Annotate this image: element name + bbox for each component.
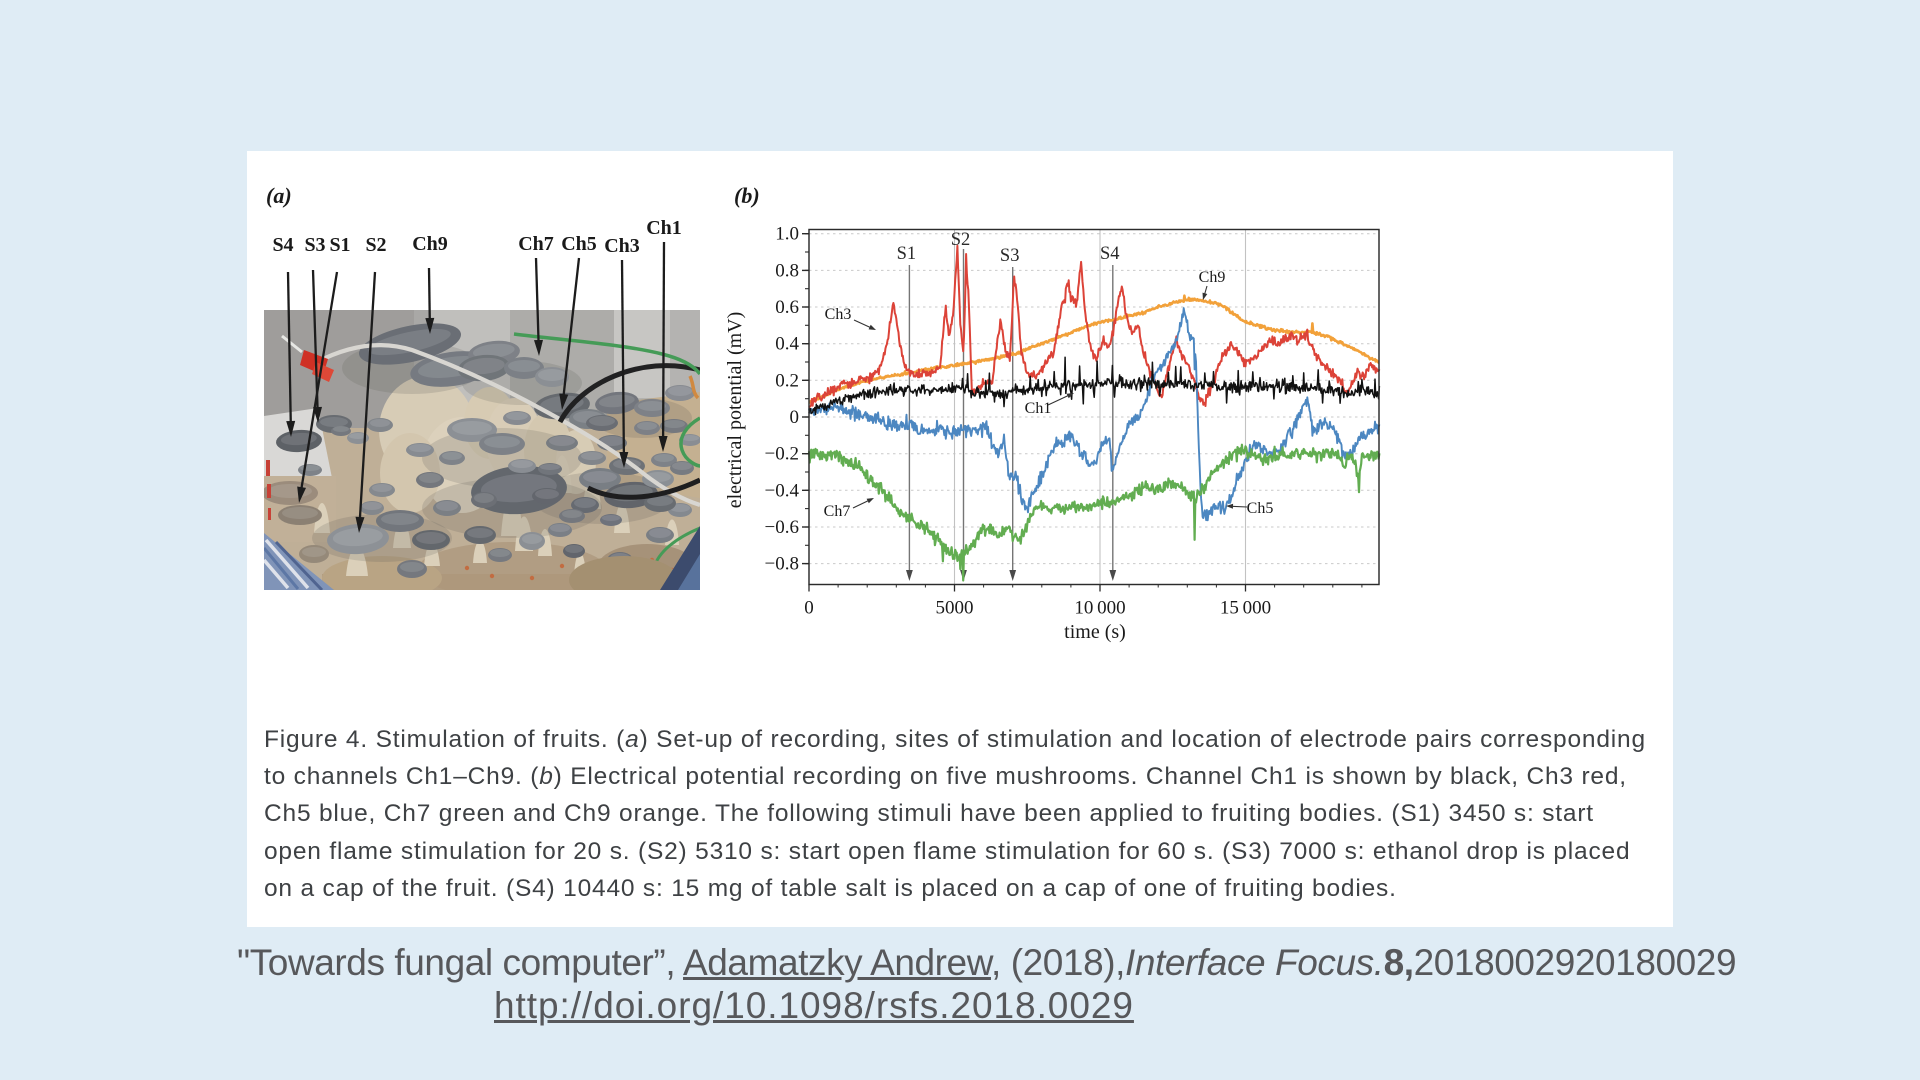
svg-text:Ch3: Ch3 [604, 235, 640, 257]
svg-text:S2: S2 [951, 230, 971, 250]
svg-text:0.2: 0.2 [775, 370, 799, 391]
svg-text:Ch1: Ch1 [1025, 400, 1052, 417]
svg-text:Ch9: Ch9 [412, 233, 448, 255]
svg-text:Ch1: Ch1 [646, 217, 682, 239]
svg-text:S4: S4 [272, 234, 293, 256]
svg-text:1.0: 1.0 [775, 224, 799, 245]
svg-text:10 000: 10 000 [1074, 598, 1125, 619]
svg-text:Ch9: Ch9 [1199, 269, 1226, 286]
svg-text:Ch5: Ch5 [561, 233, 597, 255]
svg-text:(a): (a) [266, 183, 292, 208]
svg-text:S3: S3 [1000, 246, 1020, 266]
svg-text:0.4: 0.4 [775, 334, 799, 355]
svg-text:15 000: 15 000 [1220, 598, 1271, 619]
svg-text:Ch5: Ch5 [1247, 500, 1274, 517]
svg-text:0.8: 0.8 [775, 260, 799, 281]
svg-text:S4: S4 [1100, 244, 1120, 264]
svg-text:−0.2: −0.2 [765, 444, 799, 465]
svg-text:0.6: 0.6 [775, 297, 799, 318]
svg-text:Ch7: Ch7 [518, 233, 554, 255]
svg-text:Ch3: Ch3 [825, 306, 852, 323]
svg-text:S1: S1 [897, 244, 917, 264]
svg-text:0: 0 [804, 598, 814, 619]
svg-text:Ch7: Ch7 [824, 503, 851, 520]
svg-text:S2: S2 [365, 234, 386, 256]
svg-text:S1: S1 [329, 234, 350, 256]
svg-text:time (s): time (s) [1064, 621, 1126, 643]
svg-text:−0.6: −0.6 [765, 517, 799, 538]
svg-text:0: 0 [790, 407, 800, 428]
svg-text:5000: 5000 [936, 598, 974, 619]
svg-text:(b): (b) [734, 183, 760, 208]
svg-text:S3: S3 [304, 234, 325, 256]
svg-text:−0.4: −0.4 [765, 480, 800, 501]
svg-text:electrical potential (mV): electrical potential (mV) [724, 312, 746, 509]
svg-text:−0.8: −0.8 [765, 554, 799, 575]
